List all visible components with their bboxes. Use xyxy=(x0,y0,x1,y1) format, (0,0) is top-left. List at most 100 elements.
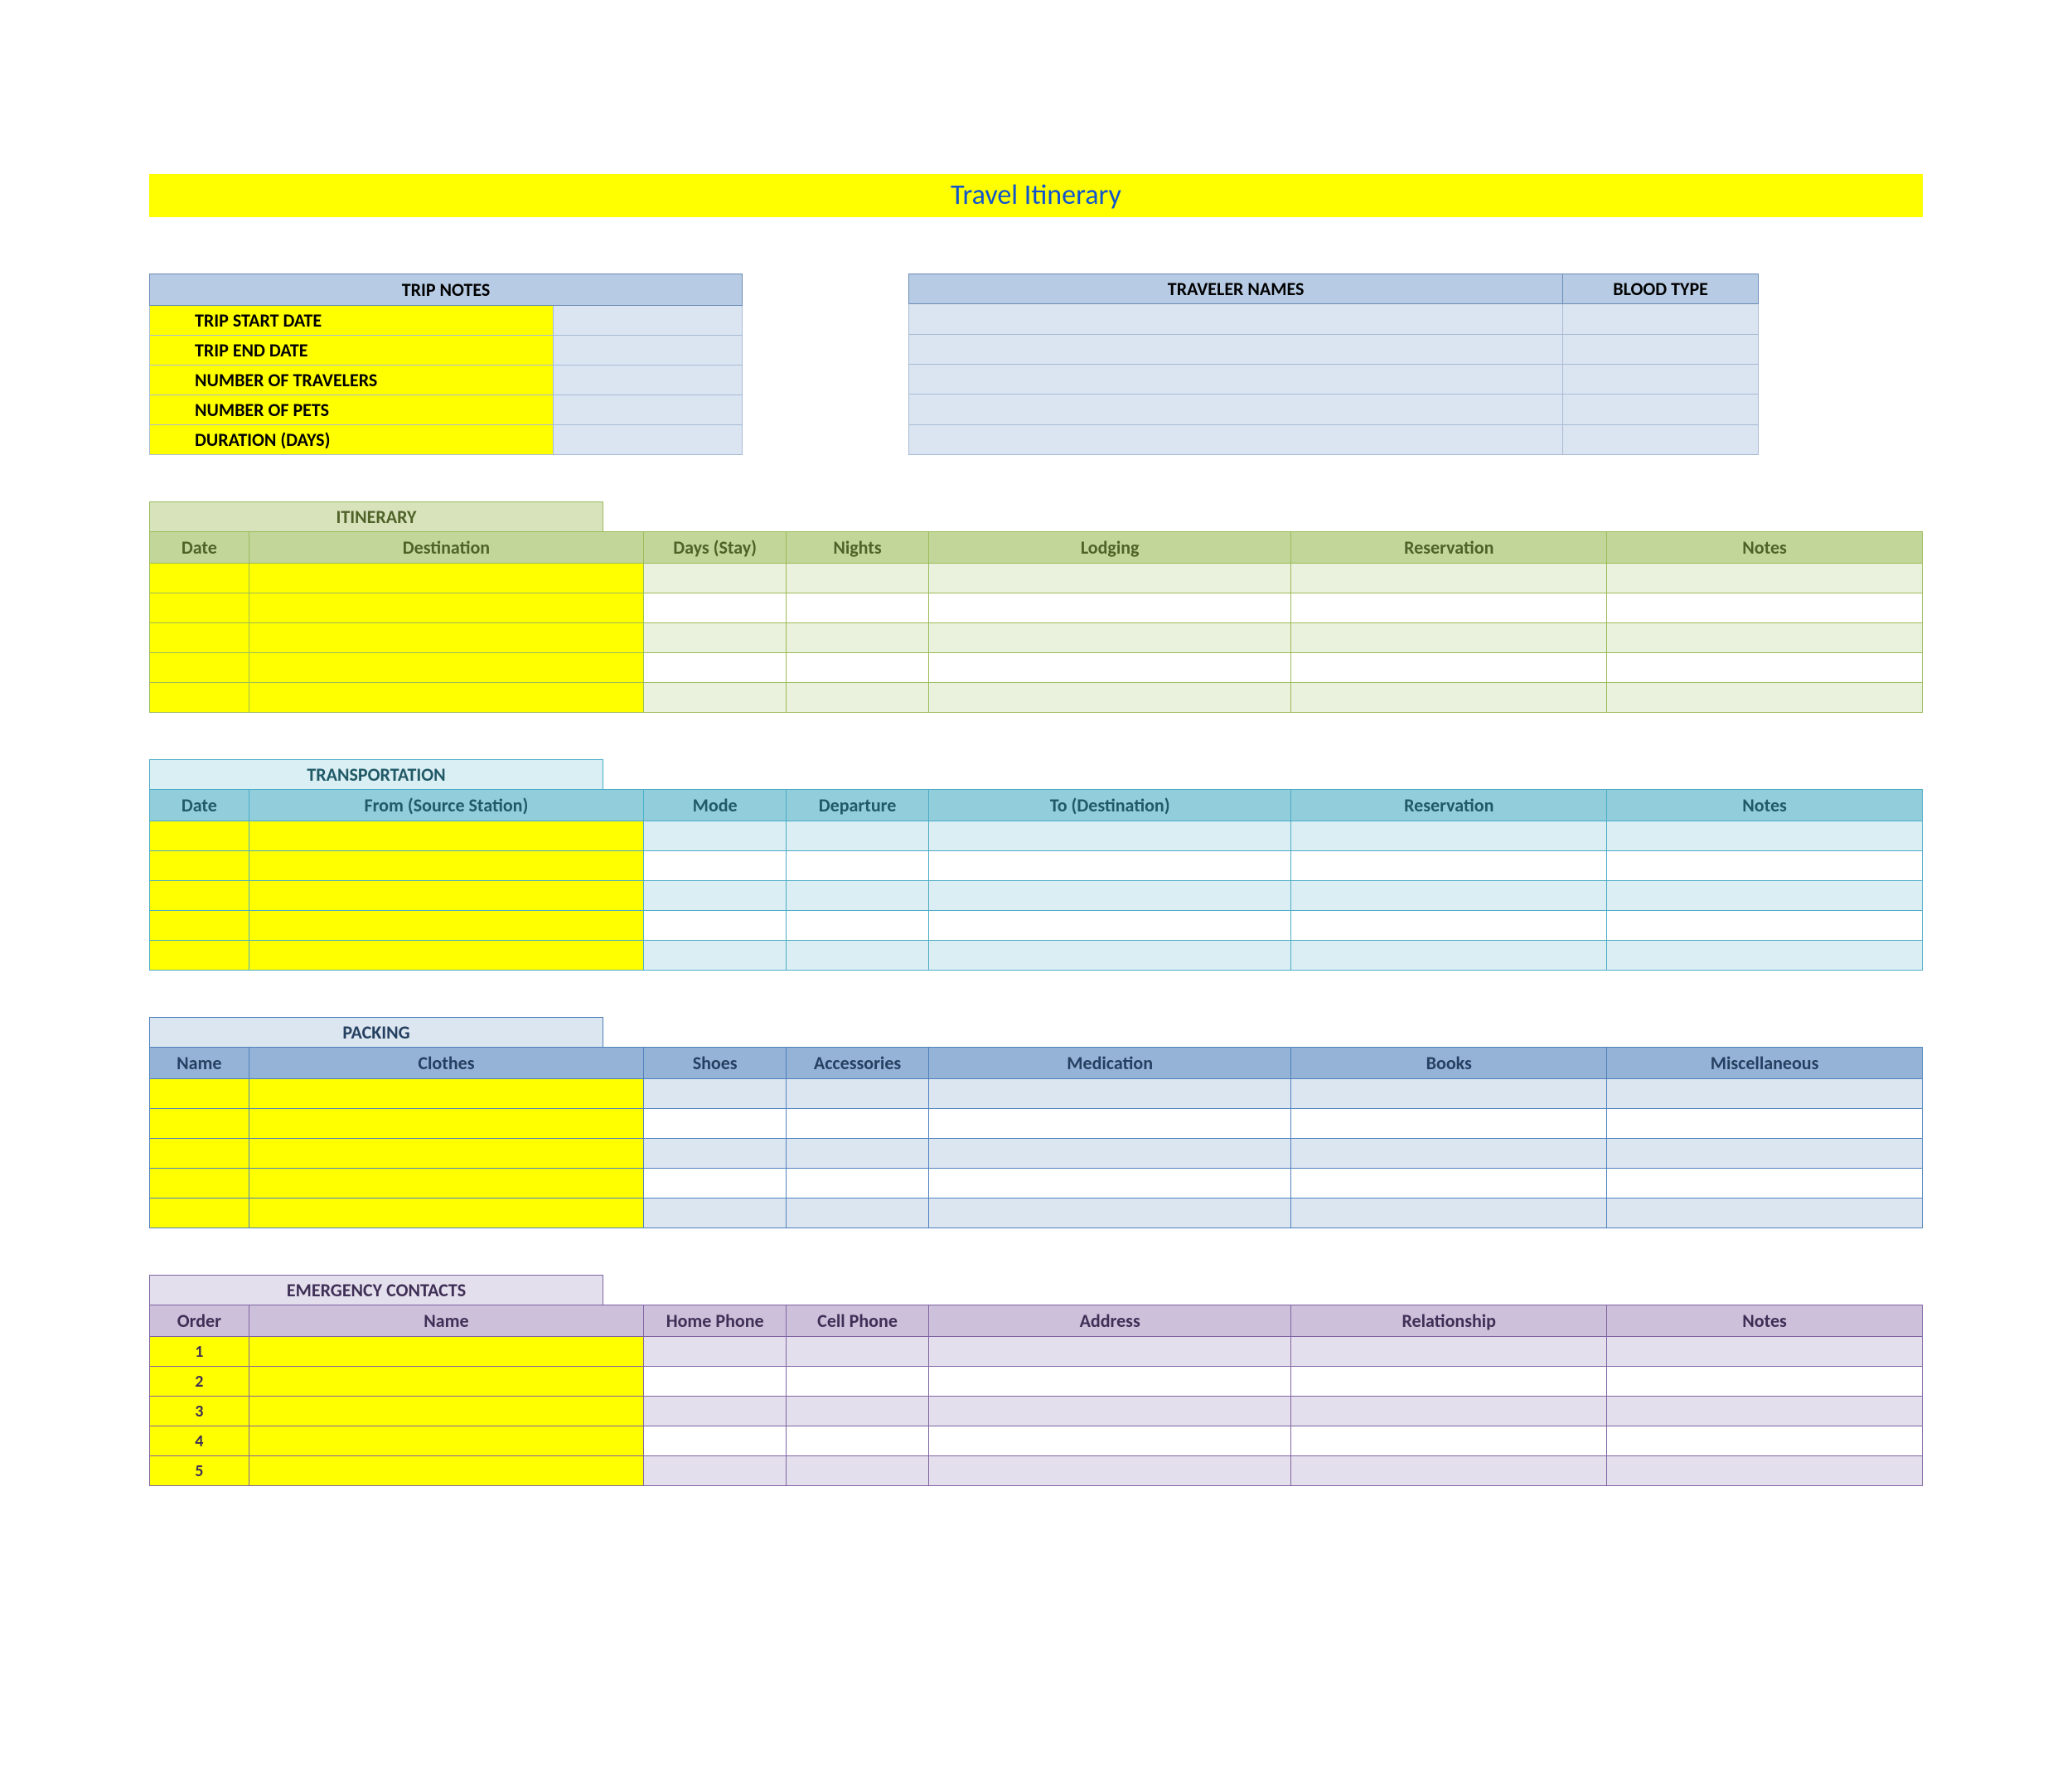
transportation-cell[interactable] xyxy=(1291,911,1607,941)
emergency-cell[interactable] xyxy=(249,1397,644,1426)
itinerary-cell[interactable] xyxy=(1291,623,1607,653)
packing-cell[interactable] xyxy=(928,1109,1290,1139)
transportation-cell[interactable] xyxy=(644,911,787,941)
packing-cell[interactable] xyxy=(1291,1079,1607,1109)
itinerary-cell[interactable] xyxy=(1291,683,1607,713)
transportation-cell[interactable] xyxy=(150,911,249,941)
packing-cell[interactable] xyxy=(1607,1169,1923,1198)
transportation-cell[interactable] xyxy=(1291,821,1607,851)
trip-notes-value[interactable] xyxy=(554,336,743,366)
trip-notes-value[interactable] xyxy=(554,306,743,336)
itinerary-cell[interactable] xyxy=(249,593,644,623)
packing-cell[interactable] xyxy=(644,1109,787,1139)
trip-notes-value[interactable] xyxy=(554,395,743,425)
transportation-cell[interactable] xyxy=(1291,881,1607,911)
packing-cell[interactable] xyxy=(150,1109,249,1139)
packing-cell[interactable] xyxy=(787,1079,929,1109)
transportation-cell[interactable] xyxy=(644,851,787,881)
transportation-cell[interactable] xyxy=(928,851,1290,881)
emergency-cell[interactable]: 1 xyxy=(150,1337,249,1367)
emergency-cell[interactable] xyxy=(1607,1397,1923,1426)
emergency-cell[interactable] xyxy=(928,1426,1290,1456)
transportation-cell[interactable] xyxy=(249,941,644,971)
itinerary-cell[interactable] xyxy=(150,683,249,713)
traveler-blood-cell[interactable] xyxy=(1563,304,1759,334)
transportation-cell[interactable] xyxy=(249,911,644,941)
emergency-cell[interactable] xyxy=(1291,1397,1607,1426)
emergency-cell[interactable] xyxy=(928,1456,1290,1486)
itinerary-cell[interactable] xyxy=(644,623,787,653)
emergency-cell[interactable] xyxy=(787,1397,929,1426)
packing-cell[interactable] xyxy=(1291,1169,1607,1198)
emergency-cell[interactable] xyxy=(644,1456,787,1486)
packing-cell[interactable] xyxy=(644,1169,787,1198)
transportation-cell[interactable] xyxy=(644,881,787,911)
transportation-cell[interactable] xyxy=(787,851,929,881)
itinerary-cell[interactable] xyxy=(928,564,1290,593)
itinerary-cell[interactable] xyxy=(928,593,1290,623)
emergency-cell[interactable] xyxy=(787,1456,929,1486)
traveler-name-cell[interactable] xyxy=(909,334,1563,364)
itinerary-cell[interactable] xyxy=(787,593,929,623)
emergency-cell[interactable] xyxy=(1607,1426,1923,1456)
emergency-cell[interactable] xyxy=(787,1367,929,1397)
itinerary-cell[interactable] xyxy=(1291,564,1607,593)
transportation-cell[interactable] xyxy=(249,881,644,911)
transportation-cell[interactable] xyxy=(1607,881,1923,911)
transportation-cell[interactable] xyxy=(787,821,929,851)
itinerary-cell[interactable] xyxy=(249,683,644,713)
packing-cell[interactable] xyxy=(928,1169,1290,1198)
itinerary-cell[interactable] xyxy=(644,593,787,623)
traveler-blood-cell[interactable] xyxy=(1563,364,1759,394)
transportation-cell[interactable] xyxy=(928,941,1290,971)
packing-cell[interactable] xyxy=(1607,1198,1923,1228)
itinerary-cell[interactable] xyxy=(644,653,787,683)
emergency-cell[interactable] xyxy=(1291,1456,1607,1486)
packing-cell[interactable] xyxy=(928,1198,1290,1228)
emergency-cell[interactable] xyxy=(928,1337,1290,1367)
packing-cell[interactable] xyxy=(249,1198,644,1228)
itinerary-cell[interactable] xyxy=(249,623,644,653)
emergency-cell[interactable] xyxy=(1607,1456,1923,1486)
packing-cell[interactable] xyxy=(249,1169,644,1198)
packing-cell[interactable] xyxy=(249,1079,644,1109)
itinerary-cell[interactable] xyxy=(1607,593,1923,623)
itinerary-cell[interactable] xyxy=(928,683,1290,713)
emergency-cell[interactable] xyxy=(249,1337,644,1367)
itinerary-cell[interactable] xyxy=(1607,623,1923,653)
transportation-cell[interactable] xyxy=(928,821,1290,851)
packing-cell[interactable] xyxy=(249,1139,644,1169)
itinerary-cell[interactable] xyxy=(249,564,644,593)
itinerary-cell[interactable] xyxy=(1607,653,1923,683)
itinerary-cell[interactable] xyxy=(787,623,929,653)
emergency-cell[interactable] xyxy=(928,1367,1290,1397)
transportation-cell[interactable] xyxy=(150,821,249,851)
packing-cell[interactable] xyxy=(1607,1109,1923,1139)
itinerary-cell[interactable] xyxy=(787,653,929,683)
packing-cell[interactable] xyxy=(1291,1139,1607,1169)
transportation-cell[interactable] xyxy=(150,941,249,971)
packing-cell[interactable] xyxy=(928,1079,1290,1109)
itinerary-cell[interactable] xyxy=(1291,593,1607,623)
traveler-name-cell[interactable] xyxy=(909,364,1563,394)
packing-cell[interactable] xyxy=(150,1198,249,1228)
transportation-cell[interactable] xyxy=(249,821,644,851)
itinerary-cell[interactable] xyxy=(644,564,787,593)
itinerary-cell[interactable] xyxy=(150,653,249,683)
traveler-name-cell[interactable] xyxy=(909,304,1563,334)
transportation-cell[interactable] xyxy=(249,851,644,881)
transportation-cell[interactable] xyxy=(928,911,1290,941)
itinerary-cell[interactable] xyxy=(787,683,929,713)
packing-cell[interactable] xyxy=(644,1079,787,1109)
emergency-cell[interactable] xyxy=(1607,1337,1923,1367)
emergency-cell[interactable] xyxy=(644,1367,787,1397)
emergency-cell[interactable] xyxy=(644,1426,787,1456)
traveler-name-cell[interactable] xyxy=(909,424,1563,454)
itinerary-cell[interactable] xyxy=(1291,653,1607,683)
transportation-cell[interactable] xyxy=(787,881,929,911)
emergency-cell[interactable] xyxy=(249,1426,644,1456)
itinerary-cell[interactable] xyxy=(150,564,249,593)
packing-cell[interactable] xyxy=(1291,1109,1607,1139)
itinerary-cell[interactable] xyxy=(249,653,644,683)
trip-notes-value[interactable] xyxy=(554,366,743,395)
